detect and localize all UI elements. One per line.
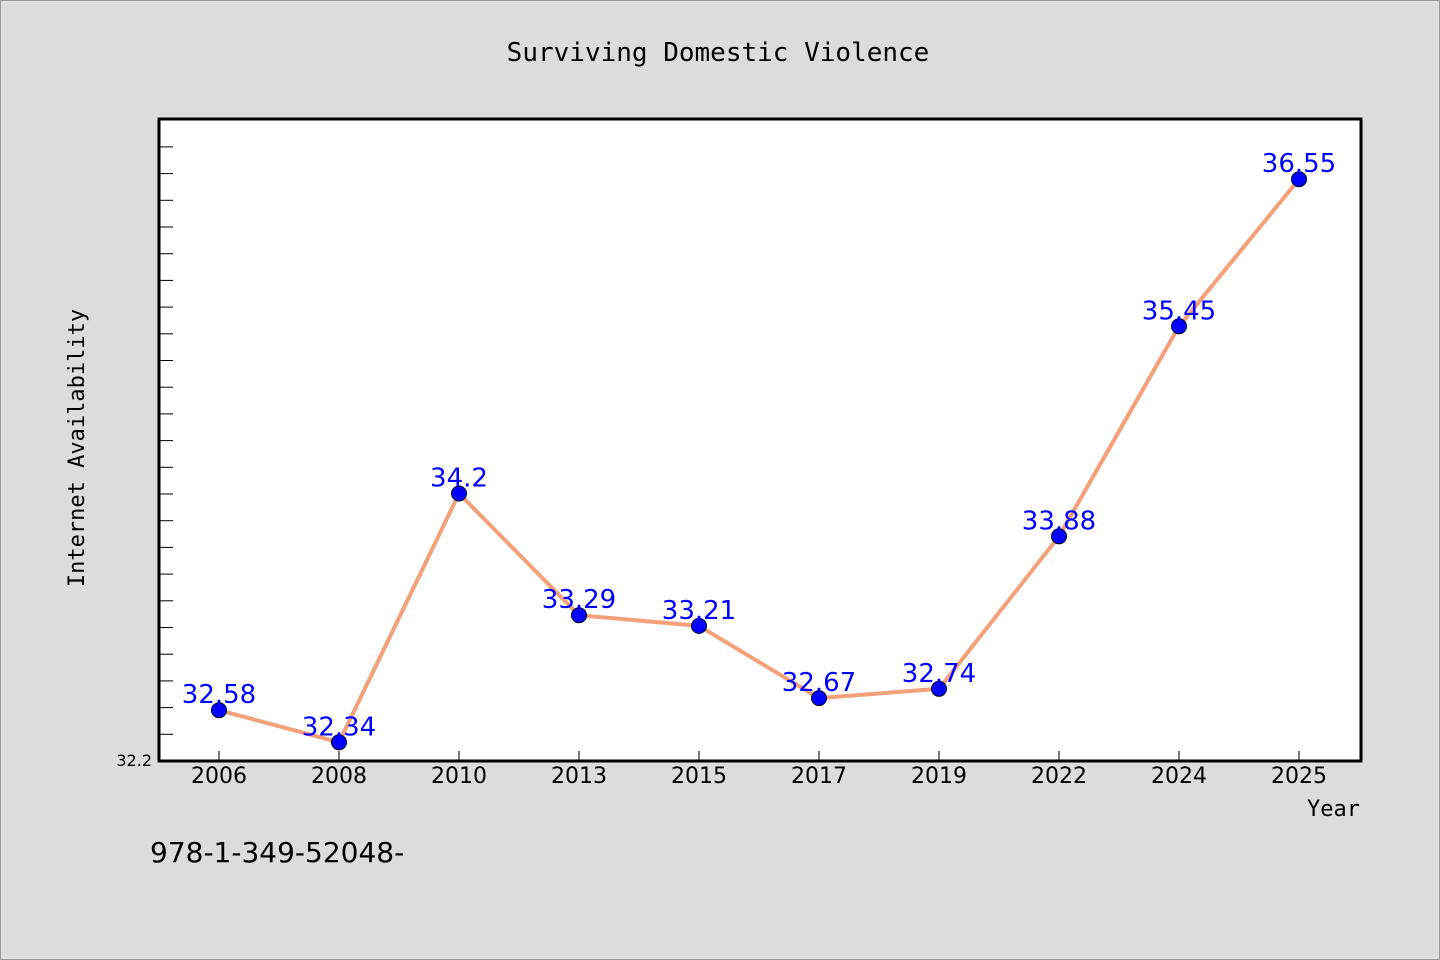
data-point: [451, 485, 467, 502]
x-axis-tick-labels: 2006 2008 2010 2013 2015 2017 2019 2022 2024 2025: [191, 764, 1327, 789]
chart-title: Surviving Domestic Violence: [507, 38, 930, 68]
y-tick-label: 32.2: [116, 751, 152, 770]
data-point: [1291, 171, 1307, 188]
data-label: 32.67: [782, 668, 856, 698]
data-point: [691, 617, 707, 634]
y-axis-label: Internet Availability: [65, 309, 90, 587]
data-label: 32.58: [182, 680, 256, 710]
x-tick-label: 2015: [671, 764, 727, 789]
data-label: 36.55: [1262, 149, 1336, 179]
data-point: [211, 702, 227, 719]
data-label: 32.34: [302, 712, 376, 742]
data-point: [931, 680, 947, 697]
x-tick-label: 2017: [791, 764, 847, 789]
x-tick-label: 2025: [1271, 764, 1327, 789]
x-tick-label: 2006: [191, 764, 247, 789]
data-label: 33.29: [542, 585, 616, 615]
data-label: 34.2: [430, 464, 488, 494]
data-point: [1051, 528, 1067, 545]
x-tick-label: 2019: [911, 764, 967, 789]
series-points-group: [211, 171, 1307, 751]
y-axis-ticks: [159, 146, 173, 735]
data-label: 33.88: [1022, 506, 1096, 536]
data-label: 33.21: [662, 596, 736, 626]
data-point: [811, 690, 827, 707]
x-axis-ticks: [218, 751, 1300, 761]
data-label: 35.45: [1142, 296, 1216, 326]
plot-area: [157, 117, 1363, 763]
data-label: 32.74: [902, 659, 976, 689]
x-tick-label: 2024: [1151, 764, 1207, 789]
x-tick-label: 2008: [311, 764, 367, 789]
footer-isbn-text: 978-1-349-52048-: [150, 836, 404, 869]
y-axis-tick-labels: 32.2: [116, 751, 152, 770]
series-line: [218, 177, 1301, 745]
data-point: [1171, 318, 1187, 335]
data-point: [331, 734, 347, 751]
x-tick-label: 2022: [1031, 764, 1087, 789]
x-axis-label: Year: [1307, 797, 1360, 822]
data-labels-group: 32.58 32.34 34.2 33.29 33.21 32.67 32.74 33.88 3…: [182, 149, 1336, 742]
series-line-group: [218, 177, 1301, 745]
data-point: [571, 607, 587, 624]
x-tick-label: 2013: [551, 764, 607, 789]
x-tick-label: 2010: [431, 764, 487, 789]
